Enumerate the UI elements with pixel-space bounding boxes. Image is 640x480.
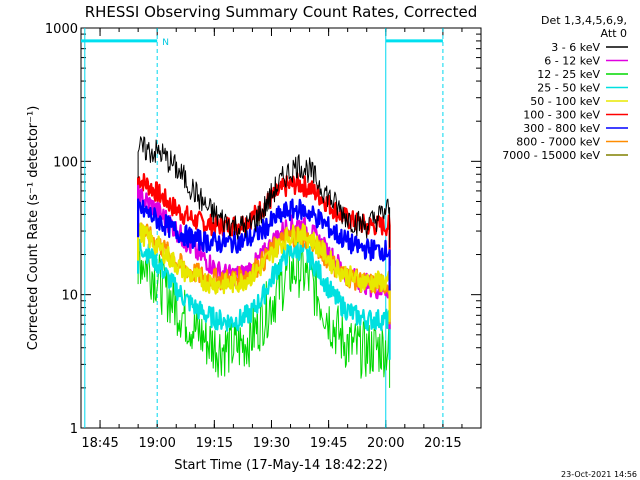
legend-label-6: 300 - 800 keV — [523, 122, 600, 135]
legend-label-5: 100 - 300 keV — [523, 109, 600, 122]
legend-label-8: 7000 - 15000 keV — [502, 149, 600, 162]
x-tick-label-1: 19:00 — [138, 436, 175, 451]
legend-label-0: 3 - 6 keV — [551, 41, 600, 54]
x-tick-label-0: 18:45 — [81, 436, 118, 451]
series-line-2 — [137, 235, 391, 388]
legend-header-0: Det 1,3,4,5,6,9, — [541, 14, 627, 27]
legend-header-1: Att 0 — [601, 27, 627, 40]
y-axis-label: Corrected Count Rate (s⁻¹ detector⁻¹) — [26, 106, 41, 351]
timestamp: 23-Oct-2021 14:56 — [561, 470, 637, 479]
y-tick-label-2: 100 — [53, 155, 78, 170]
y-tick-label-3: 1000 — [45, 22, 78, 37]
x-tick-label-6: 20:15 — [424, 436, 461, 451]
series-line-6 — [137, 198, 391, 291]
x-tick-label-5: 20:00 — [367, 436, 404, 451]
x-axis-label: Start Time (17-May-14 18:42:22) — [174, 458, 388, 473]
plot-frame — [80, 27, 482, 429]
x-tick-label-2: 19:15 — [196, 436, 233, 451]
night-marker: N — [162, 38, 169, 48]
x-tick-label-3: 19:30 — [253, 436, 290, 451]
series-line-0 — [137, 136, 391, 248]
y-tick-label-0: 1 — [70, 422, 78, 437]
x-tick-label-4: 19:45 — [310, 436, 347, 451]
series-line-3 — [137, 238, 391, 360]
legend-label-4: 50 - 100 keV — [530, 95, 600, 108]
chart-title: RHESSI Observing Summary Count Rates, Co… — [85, 3, 478, 21]
y-tick-label-1: 10 — [61, 289, 78, 304]
legend-label-7: 800 - 7000 keV — [516, 136, 600, 149]
legend-label-1: 6 - 12 keV — [544, 55, 600, 68]
series-line-4 — [137, 222, 391, 322]
legend-label-2: 12 - 25 keV — [537, 68, 600, 81]
legend-label-3: 25 - 50 keV — [537, 82, 600, 95]
